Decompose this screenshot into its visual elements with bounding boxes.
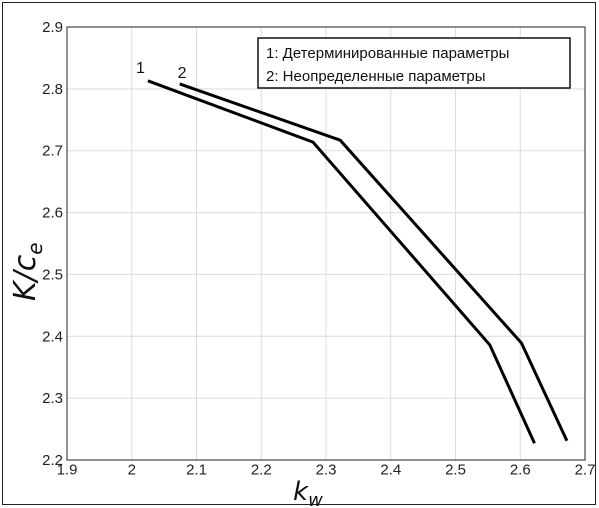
x-tick-label: 1.9 xyxy=(57,461,78,478)
y-axis-label: K/ce xyxy=(8,242,47,301)
series-line-2 xyxy=(179,82,569,442)
y-tick-label: 2.5 xyxy=(42,266,63,283)
legend-entry-1: 1: Детерминированные параметры xyxy=(266,45,509,62)
y-tick-label: 2.9 xyxy=(42,19,63,36)
tick-labels: 1.9 2 2.1 2.2 2.3 2.4 2.5 2.6 2.7 2.2 2.3 2.4 2.5 2.6… xyxy=(42,19,595,478)
curve-label-2: 2 xyxy=(178,65,187,82)
curve-label-1: 1 xyxy=(136,60,145,77)
x-axis-label: kw xyxy=(293,477,323,506)
x-tick-label: 2.7 xyxy=(575,461,596,478)
y-tick-label: 2.8 xyxy=(42,81,63,98)
series-line-1 xyxy=(147,79,536,444)
y-tick-label: 2.3 xyxy=(42,390,63,407)
line-chart: 1.9 2 2.1 2.2 2.3 2.4 2.5 2.6 2.7 2.2 2.3 2.4 2.5 2.6… xyxy=(8,19,595,506)
legend: 1: Детерминированные параметры 2: Неопре… xyxy=(257,37,571,89)
grid xyxy=(66,26,586,461)
plot-area xyxy=(66,26,586,461)
series-lines xyxy=(147,79,569,444)
x-tick-label: 2.5 xyxy=(445,461,466,478)
x-tick-label: 2.4 xyxy=(380,461,401,478)
y-tick-label: 2.4 xyxy=(42,328,63,345)
x-tick-label: 2.2 xyxy=(251,461,272,478)
x-tick-label: 2.6 xyxy=(510,461,531,478)
legend-entry-2: 2: Неопределенные параметры xyxy=(266,68,486,85)
x-tick-label: 2 xyxy=(128,461,136,478)
y-tick-label: 2.6 xyxy=(42,205,63,222)
x-tick-label: 2.3 xyxy=(316,461,337,478)
y-tick-label: 2.7 xyxy=(42,143,63,160)
legend-box xyxy=(257,37,571,89)
x-tick-label: 2.1 xyxy=(186,461,207,478)
y-tick-label: 2.2 xyxy=(42,452,63,469)
